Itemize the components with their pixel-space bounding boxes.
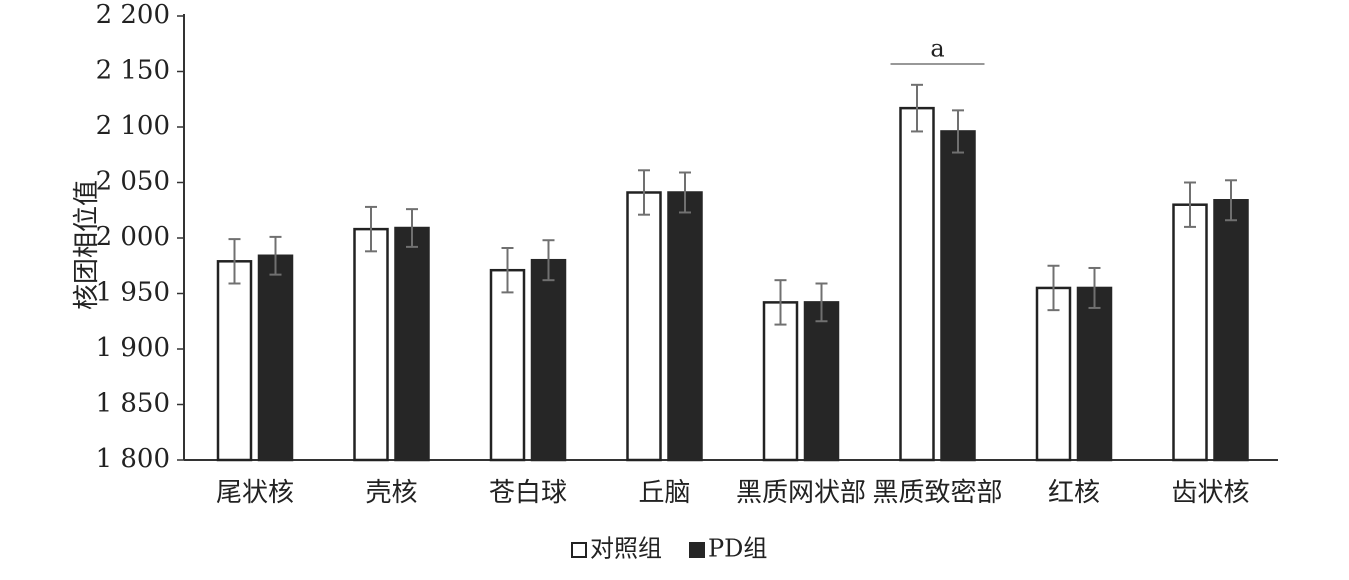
x-tick-label: 红核 <box>1048 478 1100 508</box>
bar <box>1035 286 1072 462</box>
x-tick-label: 苍白球 <box>489 478 567 508</box>
y-tick-label: 2 100 <box>96 111 170 141</box>
error-bars <box>228 83 1237 326</box>
bar <box>216 260 253 462</box>
bar <box>803 301 840 462</box>
y-tick-label: 2 050 <box>96 167 170 197</box>
bar <box>626 191 662 462</box>
bar <box>899 106 935 462</box>
bar <box>394 226 430 462</box>
y-tick-label: 2 000 <box>96 222 170 252</box>
y-tick-label: 1 900 <box>96 333 170 363</box>
y-tick-label: 1 800 <box>96 444 170 474</box>
y-axis: 1 800 1 850 1 900 1 950 2 000 2 050 2 100 2 150… <box>96 0 185 474</box>
bar <box>1213 199 1249 462</box>
bar <box>489 268 526 462</box>
y-axis-label: 核团相位值 <box>72 180 102 310</box>
bar <box>1076 286 1113 462</box>
x-tick-label: 黑质致密部 <box>872 478 1002 508</box>
bar <box>530 258 567 462</box>
bar <box>940 130 976 462</box>
x-tick-label: 丘脑 <box>638 478 690 508</box>
significance-label: a <box>930 35 944 63</box>
legend-label: PD组 <box>708 535 767 563</box>
legend-label: 对照组 <box>590 535 662 563</box>
y-tick-label: 1 850 <box>96 389 170 419</box>
annotations: a <box>890 35 985 65</box>
legend: 对照组 PD组 <box>571 535 767 563</box>
y-tick-label: 2 200 <box>96 0 170 30</box>
x-tick-label: 黑质网状部 <box>736 478 866 508</box>
bar <box>667 191 703 462</box>
bar <box>257 254 294 462</box>
legend-swatch <box>571 542 587 558</box>
legend-swatch <box>689 542 705 558</box>
bar <box>353 227 389 462</box>
y-tick-label: 2 150 <box>96 56 170 86</box>
bar <box>762 301 799 462</box>
y-tick-label: 1 950 <box>96 278 170 308</box>
x-tick-label: 齿状核 <box>1171 478 1249 508</box>
bar <box>1172 203 1208 462</box>
x-axis: 尾状核 壳核 苍白球 丘脑 黑质网状部 黑质致密部 红核 齿状核 <box>184 459 1278 508</box>
x-tick-label: 尾状核 <box>216 478 294 508</box>
bars <box>216 106 1249 462</box>
x-tick-label: 壳核 <box>365 478 417 508</box>
